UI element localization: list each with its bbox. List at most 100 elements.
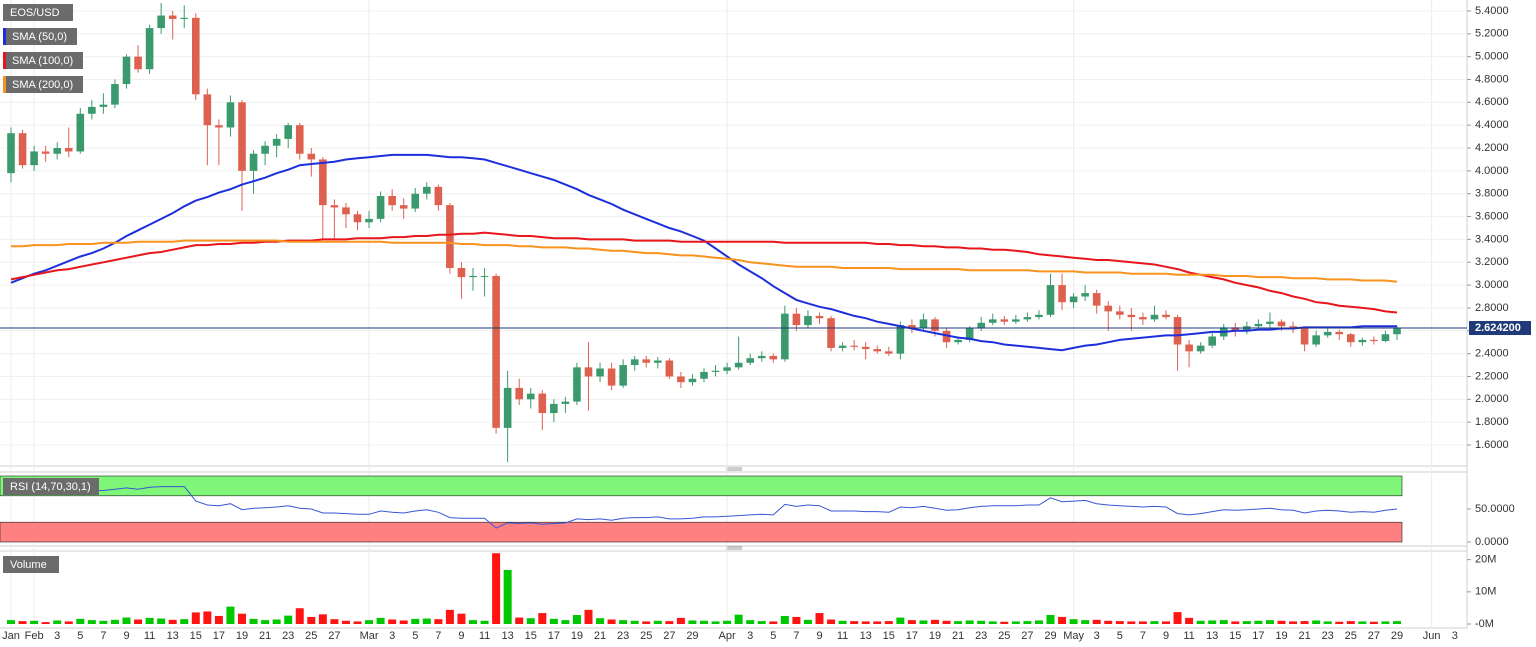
volume-bar: [942, 620, 951, 624]
volume-bar: [1011, 621, 1020, 624]
volume-bar: [549, 618, 558, 624]
x-tick-label: 27: [1021, 630, 1033, 642]
volume-bar: [653, 620, 662, 624]
y-tick-label: 4.2000: [1475, 142, 1509, 154]
x-tick-label: 13: [860, 630, 872, 642]
candle-body: [1277, 321, 1286, 327]
legend-box: [3, 28, 77, 45]
candle-body: [885, 351, 893, 354]
volume-bar: [445, 609, 454, 624]
x-tick-label: 23: [1322, 630, 1334, 642]
candle-body: [596, 368, 604, 377]
volume-bar: [873, 621, 882, 624]
volume-bar: [1312, 620, 1321, 624]
candle-body: [411, 193, 420, 209]
volume-bar: [1277, 620, 1286, 624]
candle-body: [1335, 331, 1344, 335]
volume-bar: [226, 606, 235, 624]
volume-bar: [884, 621, 893, 624]
sma-line: [10, 153, 1397, 352]
volume-bar: [931, 619, 939, 624]
volume-bar: [353, 621, 362, 624]
x-tick-label: 11: [144, 630, 155, 642]
candle-body: [365, 218, 373, 223]
y-tick-label: 5.0000: [1475, 51, 1509, 63]
x-tick-label: 3: [389, 630, 395, 642]
volume-bar: [18, 621, 27, 624]
volume-bar: [376, 617, 385, 624]
legend-label: SMA (50,0): [12, 31, 67, 43]
rsi-band: [0, 475, 1403, 497]
candle-body: [307, 153, 316, 160]
candle-body: [942, 330, 951, 343]
candle-body: [1046, 285, 1055, 315]
candle-body: [342, 207, 350, 215]
y-tick-label: 1.8000: [1475, 416, 1509, 428]
candle-body: [630, 359, 639, 366]
x-tick-label: 7: [100, 630, 106, 642]
volume-bar: [191, 612, 200, 624]
y-tick-label: 3.2000: [1475, 256, 1509, 268]
candle-body: [1023, 317, 1032, 320]
candle-body: [515, 387, 523, 400]
candle-body: [1173, 317, 1182, 345]
volume-bar: [1242, 621, 1251, 624]
volume-bar: [307, 616, 316, 624]
volume-bar: [492, 553, 501, 624]
volume-bar: [988, 621, 997, 624]
x-tick-label: 7: [793, 630, 799, 642]
x-tick-label: 5: [412, 630, 418, 642]
y-tick-label: 20M: [1475, 554, 1496, 566]
x-tick-label: 7: [1140, 630, 1146, 642]
y-tick-label: -0M: [1475, 618, 1494, 630]
candle-body: [977, 322, 985, 329]
candle-body: [319, 159, 327, 206]
volume-bar: [815, 613, 824, 624]
volume-bar: [1369, 621, 1378, 624]
x-tick-label: Jan: [2, 630, 20, 642]
candle-body: [1266, 321, 1274, 324]
legend-swatch: [3, 28, 6, 45]
candle-body: [919, 319, 928, 329]
y-tick-label: 2.2000: [1475, 370, 1509, 382]
candle-body: [1185, 344, 1193, 352]
resize-handles[interactable]: [726, 467, 742, 550]
volume-bar: [122, 617, 131, 624]
volume-bar: [780, 615, 789, 624]
volume-bar: [561, 620, 570, 624]
candle-body: [1127, 314, 1136, 318]
candle-body: [88, 106, 96, 114]
x-tick-label: 13: [1206, 630, 1218, 642]
legend-title: EOS/USD: [10, 7, 60, 19]
candle-body: [376, 196, 385, 219]
x-tick-label: 7: [435, 630, 441, 642]
candle-body: [157, 15, 165, 29]
volume-bar: [619, 620, 628, 624]
candle-body: [1104, 305, 1113, 312]
volume-bar: [723, 620, 732, 624]
candle-body: [665, 360, 674, 377]
x-tick-label: 25: [998, 630, 1010, 642]
volume-bar: [503, 569, 512, 624]
x-tick-label: 11: [837, 630, 848, 642]
candle-body: [838, 345, 847, 348]
volume-bar: [1069, 619, 1078, 624]
volume-bar: [7, 620, 15, 624]
x-tick-label: 15: [883, 630, 895, 642]
volume-bar: [1358, 621, 1367, 624]
candle-body: [168, 15, 177, 19]
volume-bar: [1265, 620, 1274, 624]
candle-body: [284, 125, 292, 139]
volume-bar: [110, 619, 119, 624]
y-tick-label: 2.8000: [1475, 302, 1509, 314]
x-tick-label: 19: [929, 630, 941, 642]
candle-body: [954, 339, 962, 343]
y-tick-label: 4.8000: [1475, 73, 1509, 85]
volume-bar: [238, 613, 246, 624]
x-tick-label: 23: [282, 630, 294, 642]
candle-body: [642, 359, 651, 363]
candle-body: [457, 267, 466, 278]
candle-body: [1092, 293, 1101, 306]
volume-bar: [469, 620, 477, 624]
